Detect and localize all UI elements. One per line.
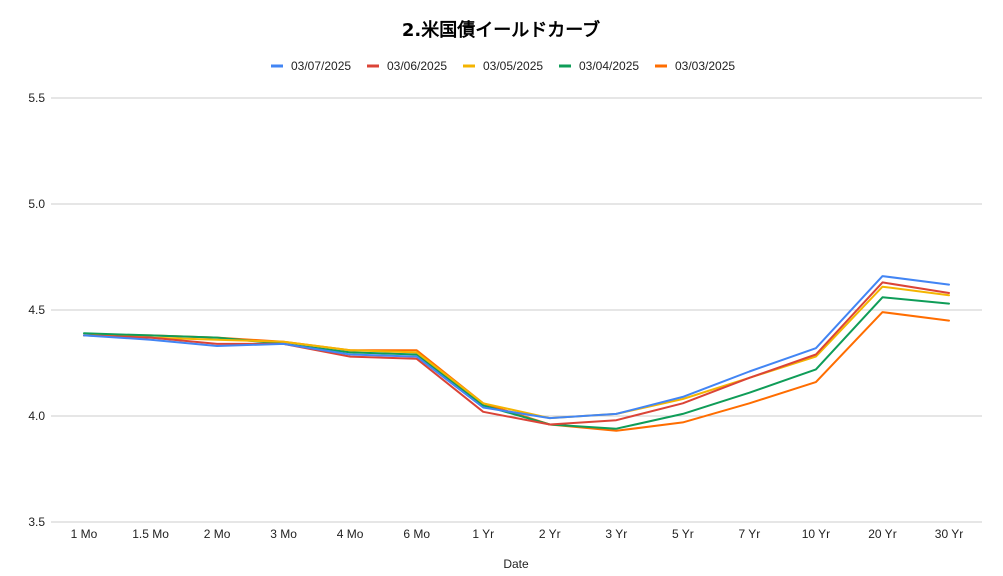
series-lines — [83, 275, 950, 432]
series-line — [83, 296, 950, 430]
x-tick-label: 6 Mo — [403, 527, 430, 541]
x-tick-label: 2 Yr — [539, 527, 561, 541]
x-tick-label: 1.5 Mo — [132, 527, 169, 541]
chart-title: 2.米国債イールドカーブ — [402, 19, 600, 41]
x-tick-label: 3 Yr — [605, 527, 627, 541]
x-tick-label: 5 Yr — [672, 527, 694, 541]
x-axis-title: Date — [503, 557, 529, 571]
series-line — [83, 281, 950, 426]
y-tick-label: 3.5 — [28, 515, 45, 529]
legend-label: 03/06/2025 — [387, 59, 447, 73]
y-tick-label: 5.5 — [28, 91, 45, 105]
series-line — [83, 275, 950, 420]
legend-label: 03/03/2025 — [675, 59, 735, 73]
y-tick-label: 5.0 — [28, 197, 45, 211]
x-tick-label: 30 Yr — [935, 527, 963, 541]
y-tick-label: 4.5 — [28, 303, 45, 317]
x-tick-label: 2 Mo — [204, 527, 231, 541]
x-tick-label: 1 Mo — [71, 527, 98, 541]
x-tick-label: 1 Yr — [472, 527, 494, 541]
legend-label: 03/07/2025 — [291, 59, 351, 73]
x-tick-label: 7 Yr — [738, 527, 760, 541]
chart-legend: 03/07/2025 03/06/2025 03/05/2025 03/04/2025… — [271, 59, 735, 73]
y-axis-ticks: 3.5 4.0 4.5 5.0 5.5 — [28, 91, 45, 529]
x-tick-label: 10 Yr — [802, 527, 830, 541]
legend-label: 03/04/2025 — [579, 59, 639, 73]
gridlines — [51, 97, 982, 523]
series-line — [83, 285, 950, 420]
y-tick-label: 4.0 — [28, 409, 45, 423]
legend-label: 03/05/2025 — [483, 59, 543, 73]
x-tick-label: 3 Mo — [270, 527, 297, 541]
x-tick-label: 20 Yr — [868, 527, 896, 541]
x-axis-ticks: 1 Mo 1.5 Mo 2 Mo 3 Mo 4 Mo 6 Mo 1 Yr 2 Yr 3 Yr 5 … — [71, 527, 964, 541]
x-tick-label: 4 Mo — [337, 527, 364, 541]
